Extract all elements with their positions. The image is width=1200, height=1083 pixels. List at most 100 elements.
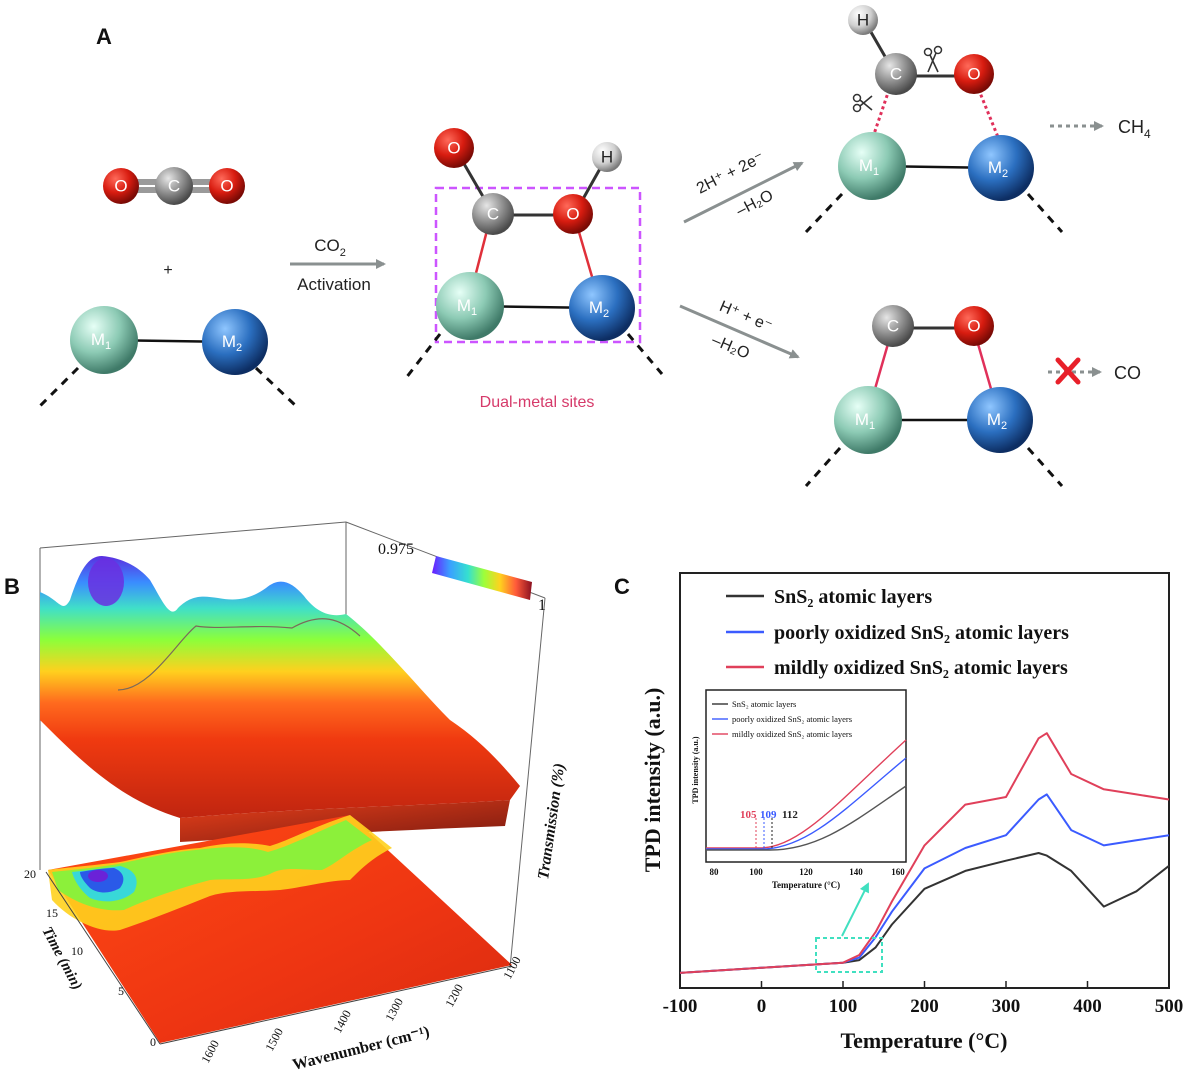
surface-top — [40, 556, 520, 818]
carbon-label: C — [487, 204, 499, 223]
activation-arrow: CO2 Activation — [290, 236, 386, 294]
c-legend: SnS₂ atomic layers poorly oxidized SnS₂ … — [726, 586, 1069, 679]
metal-m1-atom — [70, 306, 138, 374]
hydrogen-atom — [592, 142, 622, 172]
metal-m1-atom — [838, 132, 906, 200]
activation-co2-label: CO2 — [314, 236, 346, 259]
legend-label: SnS₂ atomic layers — [774, 586, 932, 608]
surface-peak — [88, 558, 124, 606]
colorbar-gradient — [432, 556, 532, 600]
inset-x-tick-label: 140 — [849, 867, 863, 877]
c-series — [679, 732, 1170, 974]
inset-x-label: Temperature (°C) — [772, 880, 840, 890]
panel-label-b: B — [4, 574, 20, 599]
oxygen-atom — [434, 128, 474, 168]
m1-label: M1 — [91, 330, 111, 351]
activation-label: Activation — [297, 275, 371, 294]
b-x-tick: 1500 — [262, 1026, 286, 1054]
b-x-tick: 1200 — [442, 982, 466, 1010]
c-x-tick-label: 500 — [1155, 996, 1184, 1017]
legend-label: mildly oxidized SnS₂ atomic layers — [774, 657, 1068, 679]
zoom-arrow — [841, 882, 869, 937]
inset-x-tick-label: 80 — [710, 867, 720, 877]
b-y-tick: 20 — [24, 867, 36, 881]
b-z-axis-label: Transmission (%) — [535, 762, 568, 880]
lower-reaction-arrow: H⁺ + e⁻ –H₂O — [679, 298, 800, 363]
oxygen-atom — [954, 306, 994, 346]
m2-label: M2 — [589, 298, 609, 319]
inset-legend-label: SnS₂ atomic layers — [732, 699, 796, 709]
metal-m2-atom — [569, 275, 635, 341]
carbon-atom — [155, 167, 193, 205]
carbon-atom — [875, 53, 917, 95]
scissors-icon — [852, 93, 873, 113]
c-x-tick-label: 200 — [910, 996, 939, 1017]
carbon-atom — [472, 193, 514, 235]
oxygen-label: O — [967, 316, 980, 335]
c-y-axis-label: TPD intensity (a.u.) — [640, 688, 665, 873]
co-pathway: C O M1 M2 CO — [804, 305, 1141, 488]
c-x-tick-label: 0 — [757, 996, 767, 1017]
m2-label: M2 — [222, 332, 242, 353]
b-x-tick: 1600 — [198, 1038, 222, 1066]
oxygen-atom — [954, 54, 994, 94]
c-axes: -100 0 100 200 300 400 500 — [663, 981, 1184, 1017]
inset-mark-105: 105 — [740, 809, 757, 821]
hydrogen-atom — [848, 5, 878, 35]
m2-label: M2 — [987, 410, 1007, 431]
colorbar-max-label: 1 — [538, 597, 546, 614]
m1-label: M1 — [457, 296, 477, 317]
b-y-tick: 0 — [150, 1035, 156, 1049]
ch4-label: CH4 — [1118, 117, 1151, 141]
ch4-pathway: H C O M1 M2 CH4 — [804, 5, 1151, 234]
oxygen-atom — [103, 168, 139, 204]
inset-x-tick-label: 120 — [799, 867, 813, 877]
inset-series-poorly — [706, 757, 907, 850]
oxygen-label: O — [967, 64, 980, 83]
oxygen-label: O — [220, 176, 233, 195]
transmission-surface — [40, 556, 520, 842]
c-inset: SnS₂ atomic layers poorly oxidized SnS₂ … — [691, 689, 907, 890]
upper-arrow-top-label: 2H⁺ + 2e⁻ — [694, 149, 767, 197]
b-x-tick: 1400 — [330, 1008, 354, 1036]
inset-x-tick-label: 100 — [749, 867, 763, 877]
inset-frame — [705, 689, 907, 863]
co-label: CO — [1114, 363, 1141, 383]
dual-metal-intermediate: O H C O M1 M2 Dual-metal sites — [404, 128, 664, 411]
m2-label: M2 — [988, 158, 1008, 179]
c-series-line-2 — [679, 732, 1170, 974]
inset-x-tick-label: 160 — [891, 867, 905, 877]
c-x-tick-label: 400 — [1073, 996, 1102, 1017]
dual-metal-sites-label: Dual-metal sites — [480, 394, 595, 411]
oxygen-atom — [209, 168, 245, 204]
surface-contour-line — [117, 618, 361, 691]
dual-metal-box — [434, 186, 642, 344]
b-y-tick: 5 — [118, 984, 124, 998]
c-x-tick-label: 100 — [829, 996, 858, 1017]
plus-sign: + — [163, 262, 172, 279]
m1-label: M1 — [855, 410, 875, 431]
carbon-label: C — [887, 316, 899, 335]
c-x-axis-label: Temperature (°C) — [840, 1028, 1007, 1053]
b-y-tick: 10 — [71, 944, 83, 958]
panel-label-c: C — [614, 574, 630, 599]
oxygen-label: O — [566, 204, 579, 223]
panel-label-a: A — [96, 24, 112, 49]
panel-b: B 0.975 1 — [4, 521, 568, 1074]
co2-molecule: O C O — [103, 167, 245, 205]
carbon-label: C — [890, 64, 902, 83]
inset-legend-label: mildly oxidized SnS₂ atomic layers — [732, 729, 852, 739]
b-x-axis-label: Wavenumber (cm⁻¹) — [291, 1023, 431, 1073]
metal-m2-atom — [202, 309, 268, 375]
lower-arrow-top-label: H⁺ + e⁻ — [717, 298, 775, 335]
metal-m1-atom — [834, 386, 902, 454]
carbon-atom — [872, 305, 914, 347]
scissors-icon — [923, 45, 943, 73]
oxygen-atom — [553, 194, 593, 234]
panel-c: C -100 0 100 200 300 400 500 Temperature (°C) … — [614, 572, 1184, 1053]
carbon-label: C — [168, 176, 180, 195]
inset-mark-109: 109 — [760, 809, 777, 821]
floor-contour-map — [48, 815, 512, 1043]
inset-legend-label: poorly oxidized SnS₂ atomic layers — [732, 714, 852, 724]
